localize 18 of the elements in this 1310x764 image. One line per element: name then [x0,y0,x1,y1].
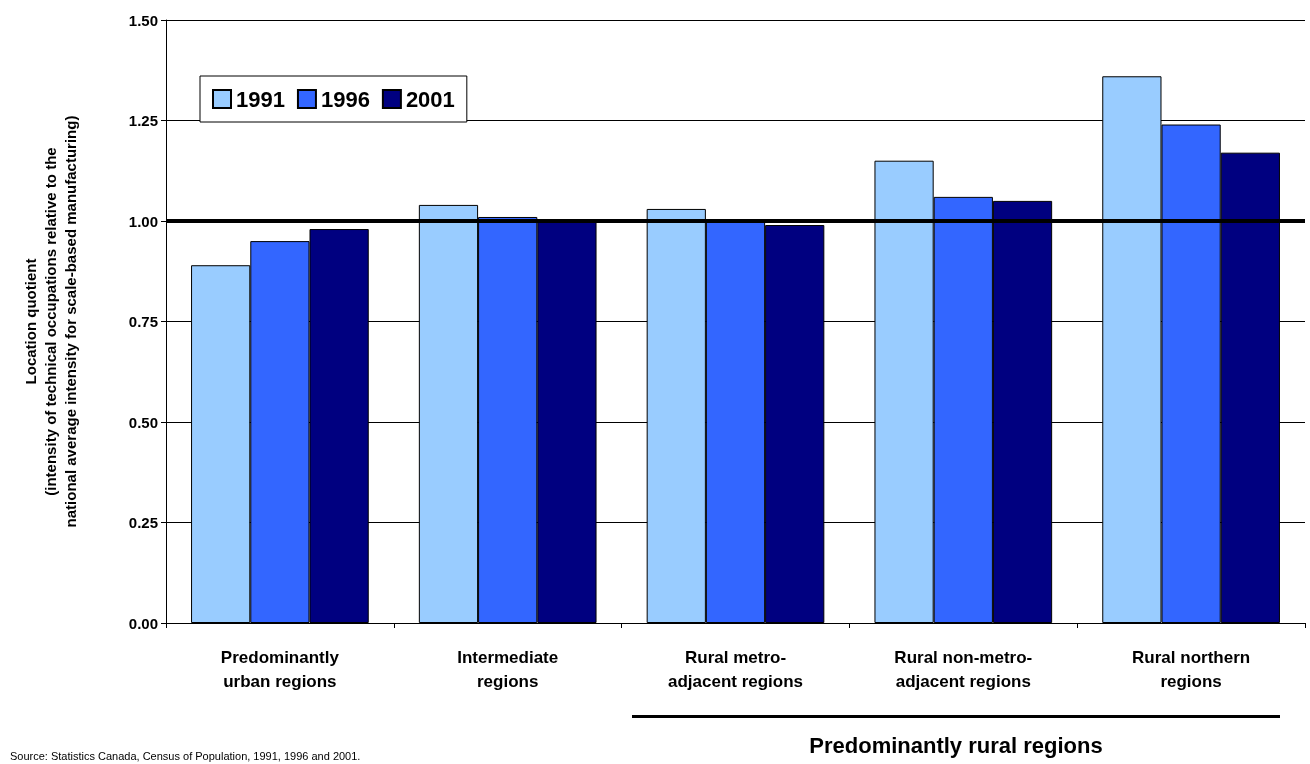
y-tick-label: 1.50 [128,11,158,29]
x-tick-label: Rural metro-adjacent regions [667,647,804,691]
y-tick-label: 0.25 [128,514,158,531]
y-tick-label: 1.25 [128,112,158,129]
legend-label: 2001 [405,86,455,112]
y-tick-label: 0.75 [128,313,158,330]
y-axis-title: Location quotient (intensity of technical occupations relative to the national average intensity for scale-based manufacturing) [21,115,79,528]
y-tick-label: 1.00 [128,212,158,230]
legend-label: 1996 [320,86,370,112]
y-tick-label: 0.00 [128,614,158,632]
legend-label: 1991 [236,86,285,112]
text: Predominantly rural regions [808,733,1104,759]
source-note: Source: Statistics Canada, Census of Population, 1991, 1996 and 2001. [10,750,361,762]
x-tick-label: Rural northern regions [1132,647,1251,691]
x-tick-label: Intermediate regions [457,647,559,691]
x-tick-label: Predominantly urban regions [220,647,340,691]
y-tick-label: 0.50 [128,413,158,431]
x-tick-label: Rural non-metro-adjacent regions [894,647,1033,691]
